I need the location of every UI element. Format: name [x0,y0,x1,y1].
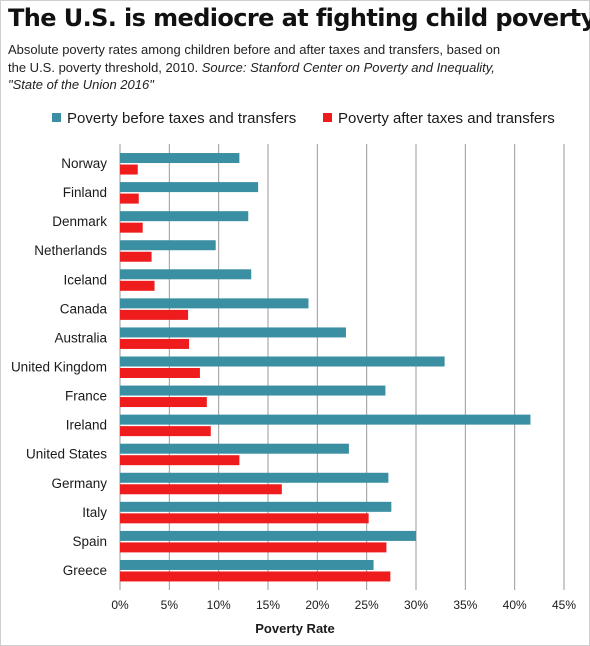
category-label: Ireland [66,418,107,433]
bar-before [120,472,389,483]
bar-after [120,542,387,553]
x-tick-label: 5% [161,598,179,612]
legend-label-after: Poverty after taxes and transfers [338,110,555,127]
x-tick-label: 35% [453,598,477,612]
chart-subtitle: Absolute poverty rates among children be… [8,41,508,94]
bar-after [120,222,143,233]
bar-after [120,338,190,349]
category-label: Greece [63,563,107,578]
bar-after [120,513,369,524]
legend-swatch-after [323,113,332,122]
bar-after [120,571,391,582]
x-axis-title: Poverty Rate [255,621,335,636]
category-label: United States [26,447,107,462]
x-tick-label: 10% [207,598,231,612]
bar-before [120,298,309,309]
x-tick-label: 15% [256,598,280,612]
bar-before [120,211,249,222]
bar-before [120,356,445,367]
bar-after [120,280,155,291]
bar-after [120,426,211,437]
bar-before [120,269,252,280]
category-label: Spain [72,534,107,549]
x-tick-label: 40% [503,598,527,612]
bar-after [120,368,200,378]
source-label: Source: [201,59,247,75]
x-tick-label: 45% [552,598,576,612]
bar-after [120,309,189,320]
bar-after [120,397,207,408]
category-label: Australia [54,330,107,345]
bar-before [120,530,416,541]
category-label: Germany [51,476,107,491]
bar-after [120,164,138,175]
chart-title: The U.S. is mediocre at fighting child p… [8,4,590,32]
bar-before [120,240,216,251]
category-label: Norway [61,156,107,171]
bar-before [120,559,374,570]
bar-after [120,193,139,204]
bar-before [120,443,349,454]
x-tick-label: 0% [111,598,129,612]
category-label: Canada [60,301,108,316]
legend-item-before: Poverty before taxes and transfers [52,110,296,127]
x-tick-label: 30% [404,598,428,612]
legend-item-after: Poverty after taxes and transfers [323,110,555,127]
bar-before [120,327,346,338]
bar-before [120,414,531,425]
legend-swatch-before [52,113,61,122]
bar-before [120,385,386,396]
x-tick-label: 25% [355,598,379,612]
bar-before [120,153,240,164]
bar-after [120,484,282,495]
legend-label-before: Poverty before taxes and transfers [67,110,297,127]
source-text: Stanford Center on Poverty and Inequalit… [8,59,495,93]
bar-after [120,455,240,466]
category-label: Denmark [52,214,107,229]
subtitle-text: Absolute poverty rates among children be… [8,42,501,75]
category-label: Finland [63,185,107,200]
category-label: France [65,389,107,404]
category-label: Netherlands [34,243,107,258]
bar-after [120,251,152,262]
x-tick-label: 20% [305,598,329,612]
category-label: Iceland [63,272,107,287]
category-label: United Kingdom [11,360,107,375]
legend: Poverty before taxes and transfers Pover… [0,110,590,128]
bar-before [120,182,259,193]
bar-before [120,501,392,512]
category-label: Italy [82,505,107,520]
